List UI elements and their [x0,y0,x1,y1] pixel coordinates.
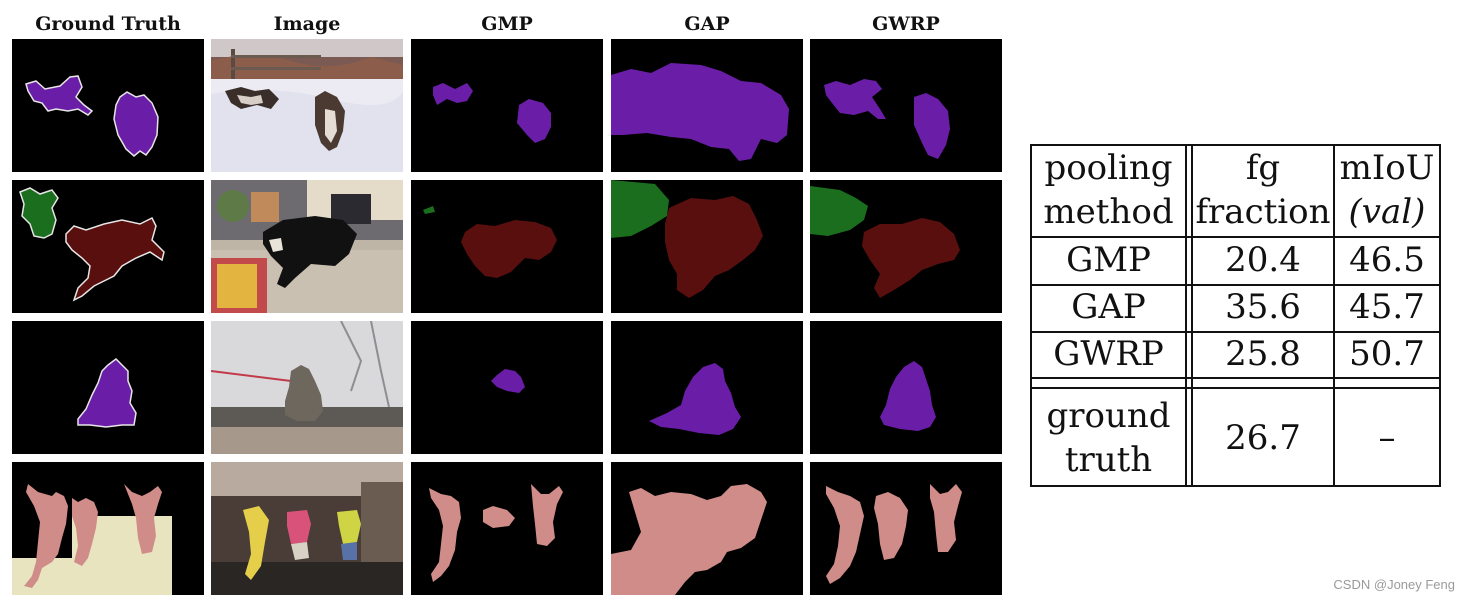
row-gt-method-line2: truth [1064,440,1153,480]
table-rule-gt [1030,387,1441,389]
table-rule-row1 [1030,284,1441,286]
gwrp-mask-people [810,462,1002,595]
row-gt-fg: 26.7 [1225,418,1301,458]
gmp-mask-people [411,462,603,595]
gmp-mask-dog [411,321,603,454]
results-table: pooling method fg fraction mIoU (val) GM… [1030,144,1441,487]
col-header-gap: GAP [684,13,730,35]
photo-cats [211,180,403,313]
table-rule-bottom [1030,485,1441,487]
table-vrule-mid [1333,144,1335,487]
photo-dogs-snow [211,39,403,172]
row-gwrp-fg: 25.8 [1225,334,1301,374]
gap-mask-cats [611,180,803,313]
header-method: method [1043,192,1174,232]
header-fg: fg [1245,148,1281,188]
col-header-gwrp: GWRP [872,13,940,35]
gmp-mask-cats [411,180,603,313]
header-pooling: pooling [1044,148,1173,188]
row-gap-fg: 35.6 [1225,287,1301,327]
gap-mask-dogs [611,39,803,172]
gt-mask-dogs [12,39,204,172]
gap-mask-dog [611,321,803,454]
photo-people-jumping [211,462,403,595]
row-gwrp-miou: 50.7 [1349,334,1425,374]
table-rule-row2 [1030,331,1441,333]
row-gt-miou: – [1378,418,1396,458]
header-miou: mIoU [1339,148,1435,188]
col-header-image: Image [273,13,341,35]
header-val: (val) [1335,190,1439,234]
table-vrule-double-b [1191,144,1193,487]
table-vrule-right [1439,144,1441,487]
row-gmp-method: GMP [1066,240,1151,280]
gt-mask-dog [12,321,204,454]
row-gmp-fg: 20.4 [1225,240,1301,280]
table-rule-row3 [1030,377,1441,379]
table-rule-top [1030,144,1441,146]
gap-mask-people [611,462,803,595]
row-gap-miou: 45.7 [1349,287,1425,327]
header-val-text: (val) [1348,192,1426,232]
table-vrule-left [1030,144,1032,487]
row-gt-method-line1: ground [1046,396,1171,436]
gmp-mask-dogs [411,39,603,172]
row-gmp-miou: 46.5 [1349,240,1425,280]
gwrp-mask-dog [810,321,1002,454]
gwrp-mask-dogs [810,39,1002,172]
photo-dog-fence [211,321,403,454]
row-gap-method: GAP [1071,287,1146,327]
gt-mask-cats [12,180,204,313]
col-header-gmp: GMP [481,13,533,35]
col-header-ground-truth: Ground Truth [35,13,181,35]
table-rule-header [1030,236,1441,238]
gwrp-mask-cats [810,180,1002,313]
table-vrule-double-a [1185,144,1187,487]
row-gwrp-method: GWRP [1053,334,1164,374]
header-fraction: fraction [1195,192,1331,232]
gt-mask-people [12,462,204,595]
watermark: CSDN @Joney Feng [1333,577,1455,592]
